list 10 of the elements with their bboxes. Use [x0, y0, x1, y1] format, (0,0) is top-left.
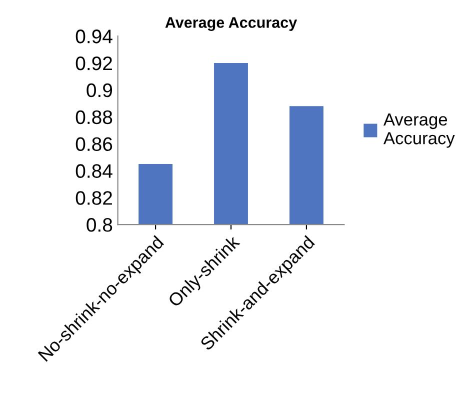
y-tick-label: 0.8: [86, 218, 112, 232]
legend-label: Average Accuracy: [383, 114, 455, 148]
y-tick-label: 0.94: [76, 30, 112, 44]
y-tick-label: 0.82: [76, 191, 112, 205]
y-tick-label: 0.9: [86, 83, 112, 98]
y-tick-label: 0.92: [76, 56, 112, 70]
y-tick-label: 0.84: [76, 164, 112, 178]
y-tick-label: 0.88: [76, 110, 112, 124]
chart-title: Average Accuracy: [165, 17, 298, 31]
y-tick-label: 0.86: [76, 137, 112, 152]
